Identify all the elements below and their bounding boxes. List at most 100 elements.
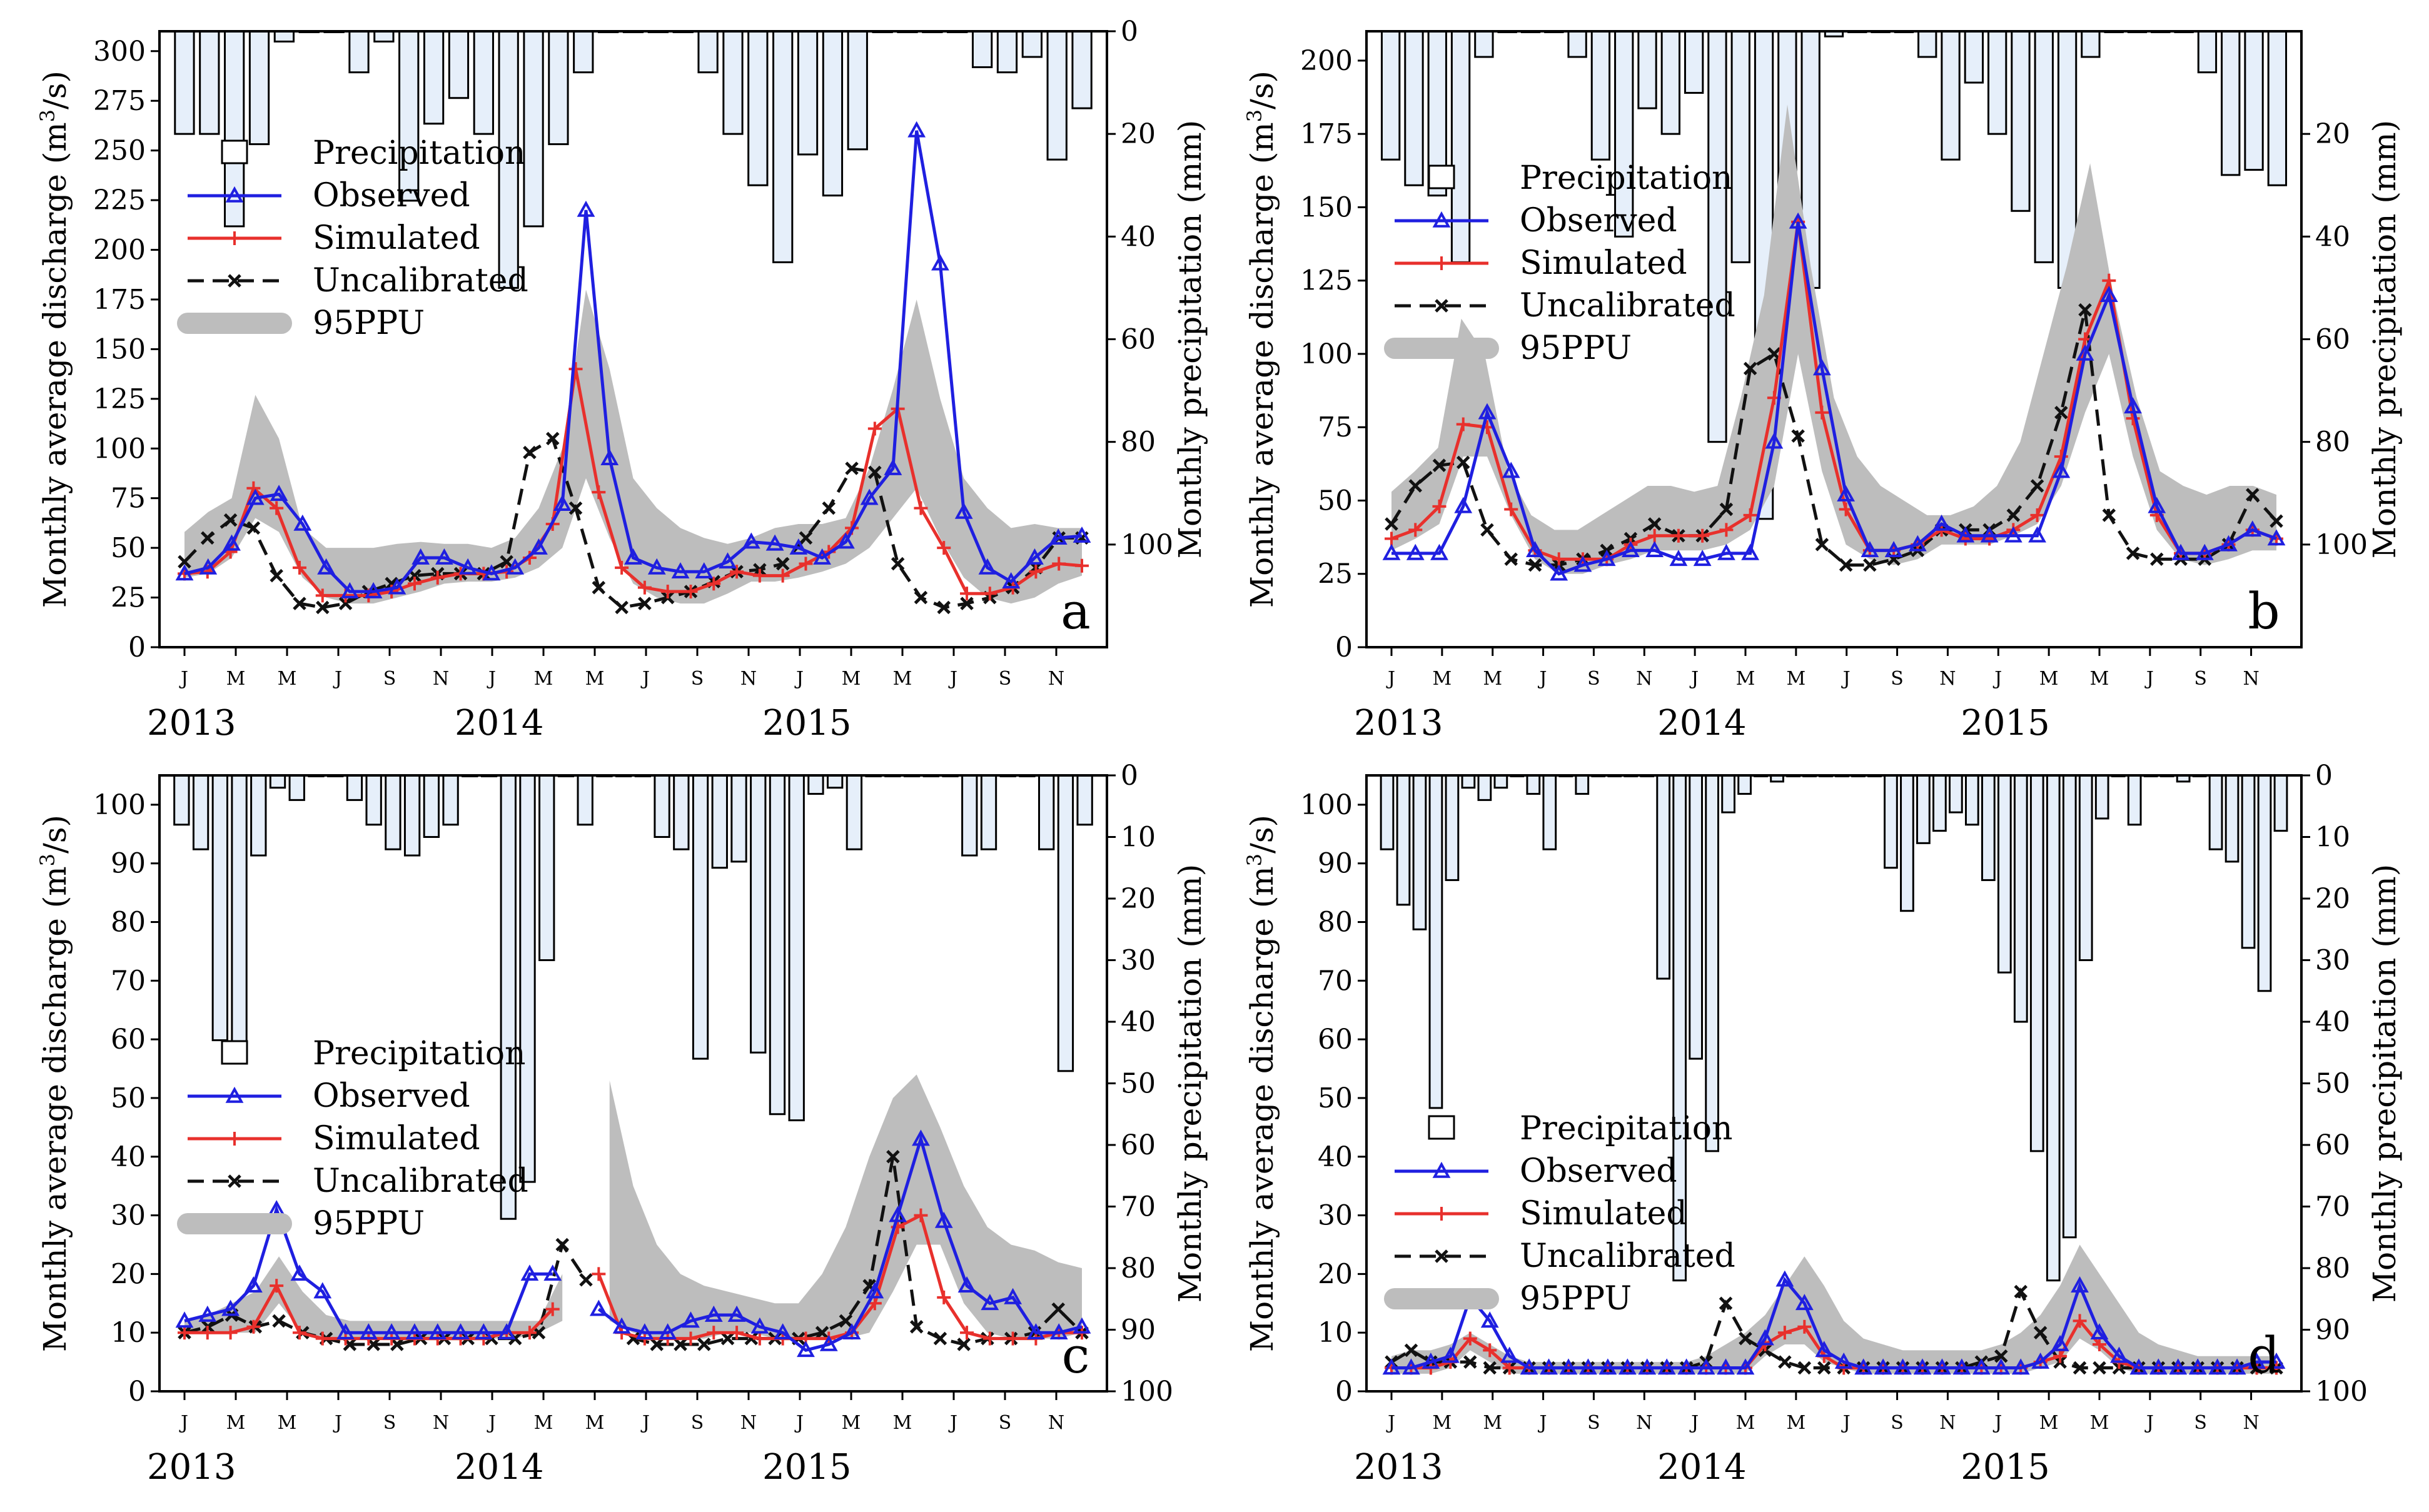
precipitation-bar xyxy=(1404,30,1424,186)
observed-point xyxy=(1520,1358,1538,1375)
legend: Precipitation Observed Simulated Uncalibrat… xyxy=(177,134,528,342)
left-tick-label: 50 xyxy=(111,532,146,564)
month-tick-label: M xyxy=(2090,668,2109,690)
observed-point xyxy=(1775,1270,1794,1287)
right-tick-label: 100 xyxy=(1121,1376,1173,1408)
precipitation-bar xyxy=(373,30,395,43)
observed-point xyxy=(2149,1358,2168,1375)
right-tick-label: 60 xyxy=(2315,1129,2350,1161)
left-tick-label: 40 xyxy=(111,1141,146,1173)
precipitation-bar xyxy=(1737,774,1752,795)
precipitation-bar xyxy=(1396,774,1411,906)
left-tick-label: 275 xyxy=(93,85,146,117)
month-tick-label: J xyxy=(948,1412,957,1434)
month-tick-label: M xyxy=(226,668,246,690)
left-tick-label: 100 xyxy=(93,789,146,821)
simulated-point xyxy=(775,568,790,583)
right-tick-label: 90 xyxy=(1121,1314,1156,1346)
legend: Precipitation Observed Simulated Uncalibrat… xyxy=(1384,159,1735,367)
precipitation-bar xyxy=(1057,774,1074,1072)
precipitation-bar xyxy=(1997,774,2012,974)
simulated-point xyxy=(270,1279,284,1293)
observed-point xyxy=(836,532,855,549)
precipitation-bar xyxy=(711,774,728,869)
month-tick-label: M xyxy=(278,668,297,690)
precipitation-bars xyxy=(173,774,1093,1220)
observed-point xyxy=(1815,1341,1834,1358)
precipitation-bar xyxy=(1567,30,1587,58)
precipitation-bar xyxy=(1730,30,1750,263)
precipitation-bar xyxy=(2244,30,2264,171)
observed-point xyxy=(2243,520,2262,537)
precipitation-bar xyxy=(1380,774,1395,850)
simulated-point xyxy=(1006,1331,1020,1346)
observed-point xyxy=(359,1323,378,1339)
month-tick-label: M xyxy=(1432,1412,1452,1434)
precipitation-bar xyxy=(654,774,670,838)
legend-ppu-label: 95PPU xyxy=(1520,330,1632,367)
right-axis-title: Monthly precipitation (mm) xyxy=(2366,864,2403,1303)
precipitation-bar xyxy=(2034,30,2054,263)
left-tick-label: 90 xyxy=(1318,848,1353,880)
observed-point xyxy=(2028,526,2046,543)
panel-letter: c xyxy=(1062,1326,1090,1384)
left-tick-label: 100 xyxy=(93,433,146,465)
precipitation-bar xyxy=(548,30,569,146)
month-tick-label: M xyxy=(534,1412,553,1434)
observed-point xyxy=(1540,1358,1558,1375)
month-tick-label: S xyxy=(691,668,704,690)
month-tick-label: M xyxy=(278,1412,297,1434)
month-tick-label: S xyxy=(1587,1412,1600,1434)
observed-point xyxy=(543,1264,562,1281)
right-tick-label: 40 xyxy=(2315,1006,2350,1038)
month-tick-label: N xyxy=(1636,668,1652,690)
month-tick-label: J xyxy=(333,1412,342,1434)
observed-point xyxy=(1874,1358,1892,1375)
precipitation-bar xyxy=(1542,774,1557,850)
uncalibrated-point xyxy=(933,1331,947,1346)
precipitation-bar xyxy=(1689,774,1704,1060)
left-tick-label: 0 xyxy=(128,1376,146,1408)
observed-point xyxy=(1932,514,1951,531)
right-axis-title: Monthly precipitation (mm) xyxy=(2366,120,2403,558)
simulated-line xyxy=(597,1212,1082,1341)
simulated-point xyxy=(937,541,951,555)
left-tick-label: 75 xyxy=(1318,411,1353,443)
simulated-point xyxy=(1647,528,1662,543)
observed-point xyxy=(223,534,241,551)
month-tick-label: S xyxy=(383,1412,396,1434)
simulated-point xyxy=(1463,1331,1477,1346)
precipitation-bar xyxy=(2062,774,2077,1239)
observed-point xyxy=(1597,550,1616,567)
observed-point xyxy=(1526,541,1544,558)
left-tick-label: 70 xyxy=(1318,965,1353,997)
precipitation-bar xyxy=(722,30,744,135)
uncalibrated-point xyxy=(568,501,583,515)
precipitation-bar xyxy=(199,30,220,135)
observed-point xyxy=(1559,1358,1578,1375)
observed-point xyxy=(1406,543,1425,560)
simulated-point xyxy=(545,1302,560,1316)
observed-point xyxy=(1622,541,1640,558)
month-tick-label: M xyxy=(1736,1412,1755,1434)
observed-point xyxy=(1861,541,1879,558)
simulated-point xyxy=(1815,405,1829,420)
left-axis-title: Monthly average discharge (m3/s) xyxy=(36,71,73,608)
observed-point xyxy=(1430,543,1448,560)
left-tick-label: 175 xyxy=(1300,118,1353,150)
simulated-point xyxy=(200,1326,215,1340)
legend-simulated-key xyxy=(1435,1207,1448,1221)
precipitation-bar xyxy=(2241,774,2256,949)
month-tick-label: J xyxy=(1386,1412,1395,1434)
uncalibrated-point xyxy=(1051,1302,1066,1316)
observed-point xyxy=(1980,526,1999,543)
simulated-point xyxy=(2093,1337,2106,1351)
month-tick-label: J xyxy=(640,1412,650,1434)
right-tick-label: 20 xyxy=(2315,883,2350,915)
observed-point xyxy=(1765,432,1784,449)
observed-point xyxy=(405,1323,424,1339)
left-axis-title: Monthly average discharge (m3/s) xyxy=(36,815,73,1352)
left-tick-label: 60 xyxy=(1318,1024,1353,1056)
precipitation-bar xyxy=(211,774,229,1042)
observed-point xyxy=(2124,397,2142,414)
